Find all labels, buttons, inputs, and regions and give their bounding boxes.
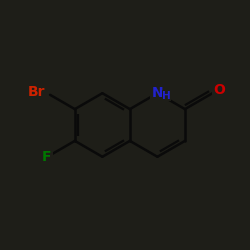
Text: F: F [42,150,51,164]
Text: O: O [213,82,225,96]
Text: Br: Br [27,85,45,99]
Text: H: H [162,91,171,101]
Text: N: N [152,86,163,100]
